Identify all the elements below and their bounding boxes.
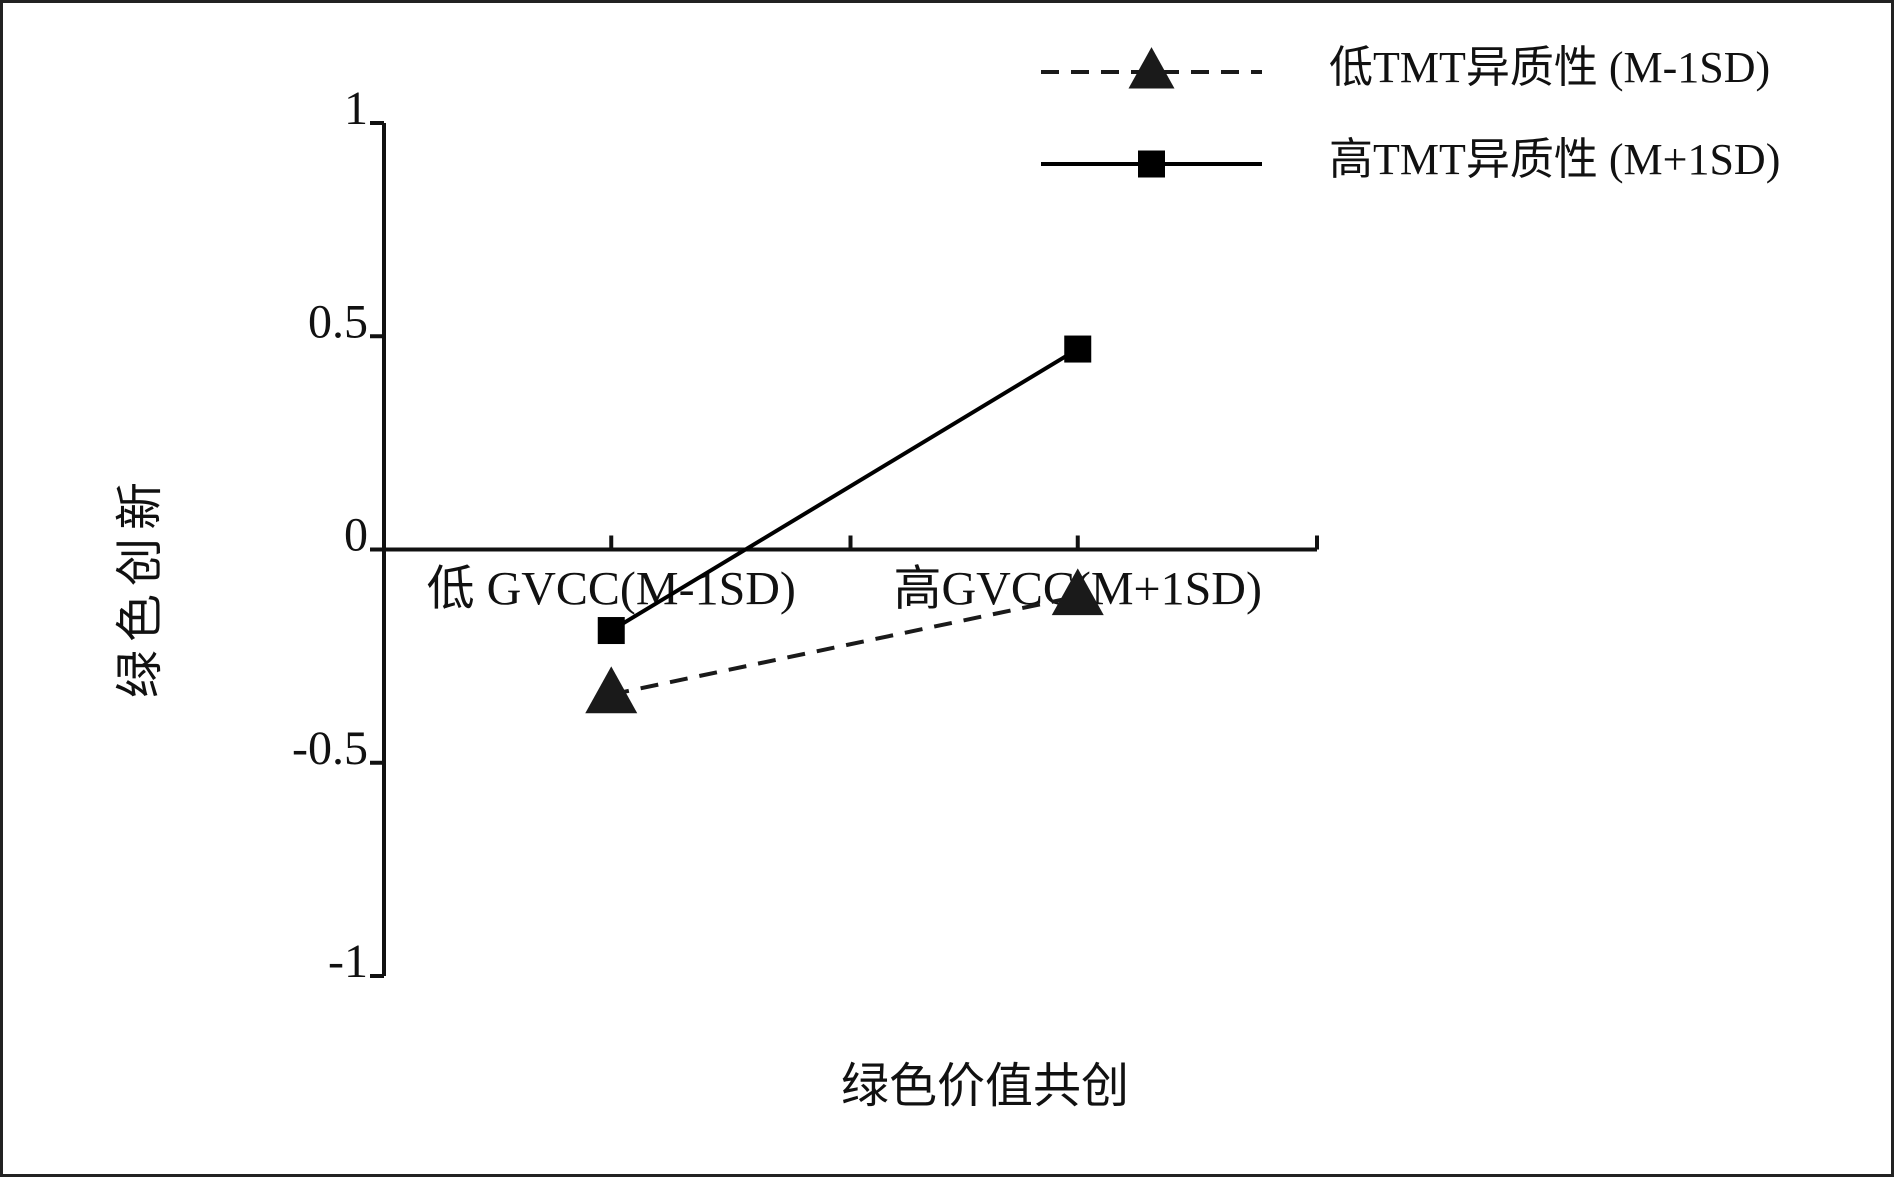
series-line [610,347,1079,633]
x-axis-title: 绿色价值共创 [841,1060,1129,1113]
y-tick-label: 0.5 [308,295,368,348]
x-tick-label: 低 GVCC(M-1SD) [427,563,796,616]
marker [1051,568,1104,616]
y-tick-label: 0 [344,509,368,562]
marker [1128,47,1175,89]
legend-label: 高TMT异质性 (M+1SD) [1329,135,1780,184]
y-tick-label: -1 [328,935,368,988]
marker [597,617,625,645]
y-tick-label: 1 [344,82,368,135]
legend-label: 低TMT异质性 (M-1SD) [1329,43,1770,92]
y-axis-title: 绿色创新 [114,474,167,698]
y-tick-label: -0.5 [292,722,368,775]
marker [585,666,638,714]
series-line [610,594,1079,697]
marker [1138,150,1165,178]
marker [1064,335,1092,363]
